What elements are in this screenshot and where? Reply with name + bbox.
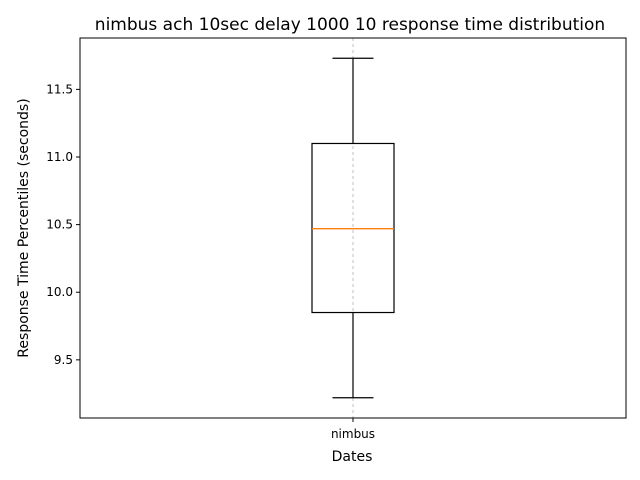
y-tick-label: 10.0 (46, 285, 73, 299)
y-tick-label: 11.0 (46, 150, 73, 164)
box-group-nimbus (311, 57, 395, 399)
iqr-box (311, 142, 395, 314)
y-axis-label: Response Time Percentiles (seconds) (16, 98, 32, 357)
x-tick-label: nimbus (331, 427, 375, 441)
y-tick-label: 9.5 (54, 353, 73, 367)
x-axis-label: Dates (332, 449, 373, 465)
plot-area: 9.5 10.0 10.5 11.0 11.5 nimbus (46, 37, 627, 441)
y-tick-label: 11.5 (46, 82, 73, 96)
y-tick-label: 10.5 (46, 218, 73, 232)
chart-title: nimbus ach 10sec delay 1000 10 response … (95, 15, 605, 35)
